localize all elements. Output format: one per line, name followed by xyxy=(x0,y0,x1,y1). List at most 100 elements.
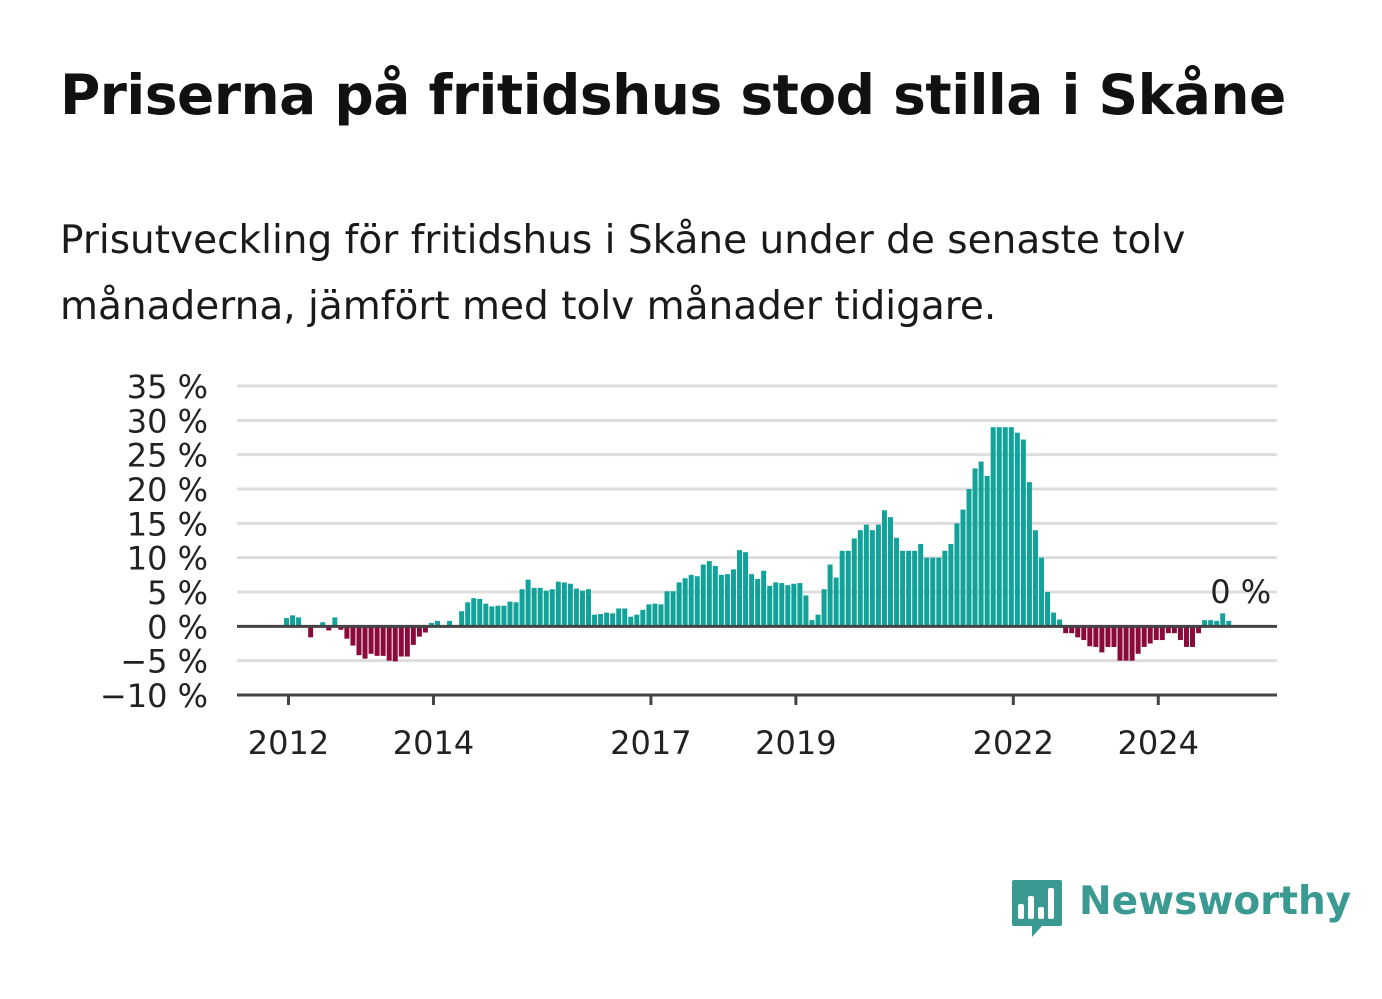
bar xyxy=(821,589,827,627)
bar xyxy=(1087,626,1093,647)
bar xyxy=(682,578,688,627)
bars xyxy=(284,427,1232,662)
bar xyxy=(326,626,332,631)
bar xyxy=(604,612,610,627)
bar xyxy=(350,626,356,646)
bar xyxy=(586,589,591,627)
bar xyxy=(465,602,471,627)
bar xyxy=(1123,626,1129,661)
axes xyxy=(237,624,1277,697)
bar xyxy=(507,601,513,627)
bar xyxy=(724,574,730,627)
bar xyxy=(694,576,700,627)
bar xyxy=(1026,482,1032,627)
bar xyxy=(622,608,628,627)
gridlines xyxy=(237,384,1277,663)
bar xyxy=(936,557,942,627)
bar xyxy=(579,590,585,627)
bar xyxy=(1171,626,1177,634)
y-tick-label: 20 % xyxy=(127,471,208,509)
bar xyxy=(839,550,845,627)
x-tick-label: 2017 xyxy=(610,724,691,762)
bar xyxy=(489,606,495,627)
bar xyxy=(525,579,531,627)
bar xyxy=(664,591,670,627)
bar xyxy=(1099,626,1105,653)
bar xyxy=(773,582,779,627)
bar xyxy=(362,626,368,659)
bar xyxy=(1177,626,1183,641)
bar xyxy=(912,550,918,627)
bar xyxy=(881,510,887,627)
bar xyxy=(1159,626,1165,641)
bar xyxy=(833,577,839,627)
bar xyxy=(706,561,712,627)
x-tick-label: 2014 xyxy=(393,724,474,762)
bar xyxy=(954,523,960,627)
bar xyxy=(459,611,465,627)
bar xyxy=(779,583,785,627)
bar xyxy=(1214,620,1220,627)
bar xyxy=(676,582,682,627)
bar xyxy=(374,626,380,656)
bar xyxy=(1051,612,1057,627)
bar xyxy=(501,605,507,627)
bar xyxy=(404,626,410,657)
bar xyxy=(410,626,416,645)
bar xyxy=(869,530,875,627)
bar xyxy=(718,574,724,627)
bar xyxy=(1063,626,1069,634)
bar xyxy=(284,618,289,627)
bar xyxy=(513,602,519,627)
bar xyxy=(416,626,422,637)
bar xyxy=(900,550,906,627)
bar xyxy=(851,538,857,627)
bar xyxy=(1147,626,1153,644)
bar xyxy=(1045,592,1051,627)
bar xyxy=(1220,613,1226,627)
bar xyxy=(1196,626,1202,634)
bar xyxy=(894,537,900,627)
bar-chart: −10 %−5 %0 %5 %10 %15 %20 %25 %30 %35 % … xyxy=(100,368,1277,762)
bar xyxy=(1093,626,1099,647)
bar xyxy=(573,588,579,627)
bar xyxy=(730,569,736,627)
bar xyxy=(791,583,797,627)
bar xyxy=(1014,432,1020,627)
bar xyxy=(1129,626,1135,661)
bar xyxy=(1075,626,1081,638)
bar xyxy=(332,617,338,627)
y-tick-label: 35 % xyxy=(127,368,208,406)
bar xyxy=(845,550,851,627)
bar xyxy=(755,578,761,627)
bar xyxy=(658,604,664,627)
bar xyxy=(1008,427,1014,627)
bar-chart-speech-bubble-icon xyxy=(1012,880,1062,937)
bar xyxy=(1057,619,1063,627)
bar xyxy=(966,489,972,627)
bar xyxy=(634,614,640,627)
bar xyxy=(688,574,694,627)
x-axis-ticks: 2012 2014 2017 2019 2022 2024 xyxy=(248,695,1199,762)
bar xyxy=(598,613,604,627)
bar xyxy=(1135,626,1141,654)
bar xyxy=(984,475,990,627)
bar xyxy=(1069,626,1075,634)
bar xyxy=(519,589,525,627)
bar xyxy=(797,583,803,627)
bar xyxy=(628,616,634,627)
y-tick-label: 10 % xyxy=(127,540,208,578)
bar xyxy=(990,427,996,627)
bar xyxy=(1190,626,1195,647)
bar xyxy=(1111,626,1117,647)
bar xyxy=(948,543,954,627)
bar xyxy=(809,620,815,627)
bar xyxy=(483,603,489,627)
bar xyxy=(290,615,296,627)
bar xyxy=(875,524,881,627)
bar xyxy=(435,620,440,627)
bar xyxy=(1081,626,1087,641)
bar xyxy=(767,585,773,627)
bar xyxy=(863,524,869,627)
bar xyxy=(561,582,567,627)
